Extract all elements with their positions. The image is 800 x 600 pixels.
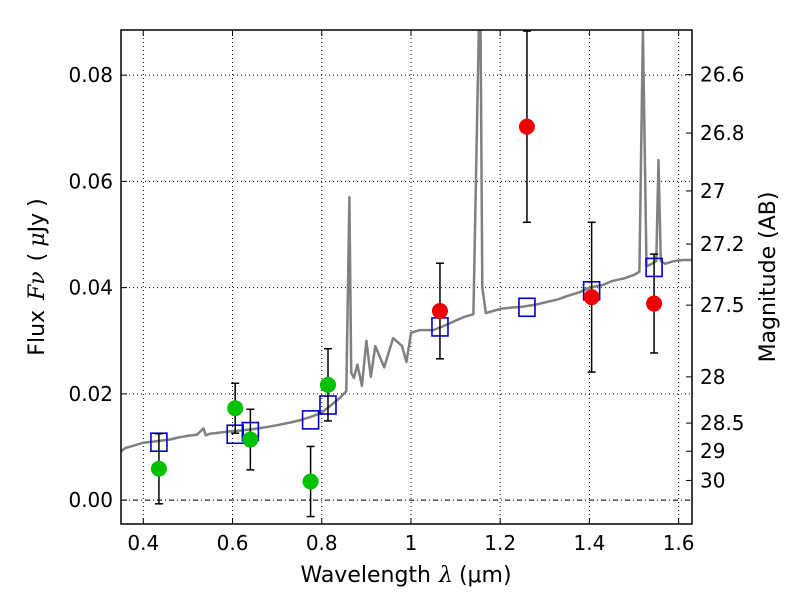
x-tick-label: 1.4 [573,531,605,555]
red-data-point [646,295,663,312]
red-data-point [518,118,535,135]
data-marks [150,30,663,518]
right-tick-label: 28.5 [700,411,745,435]
x-tick-label: 0.6 [217,531,249,555]
right-tick-label: 27.2 [700,232,745,256]
y-tick-label: 0.06 [68,169,113,193]
green-data-point [150,460,167,477]
x-tick-label: 1.6 [663,531,695,555]
plot-background [121,30,692,524]
x-tick-label: 0.4 [127,531,159,555]
green-data-point [227,400,244,417]
right-tick-label: 26.8 [700,121,745,145]
right-tick-label: 27.5 [700,293,745,317]
template-spectrum-line [121,30,692,453]
x-axis-label: Wavelength λ (μm) [300,563,511,588]
model-box-marker [518,297,536,318]
red-data-point [583,289,600,306]
y-axis-label: FluxFν(μJy) [25,198,50,355]
y-tick-label: 0.04 [68,276,113,300]
axis-ticks: 0.4 0.6 0.8 1 1.2 1.4 1.6 0.00 0.02 0.04 0.06 0.08 2… [68,30,745,555]
green-data-point [302,473,319,490]
right-tick-label: 30 [700,468,725,492]
model-box-marker [301,410,320,430]
green-data-point [242,431,259,448]
right-tick-label: 26.6 [700,63,745,87]
right-axis-label: Magnitude (AB) [756,192,781,363]
y-tick-label: 0.00 [68,488,113,512]
y-tick-label: 0.02 [68,382,113,406]
y-tick-label: 0.08 [68,63,113,87]
right-tick-label: 29 [700,439,725,463]
right-tick-label: 27 [700,179,725,203]
red-data-point [431,302,448,319]
x-tick-label: 0.8 [306,531,338,555]
plot-frame [120,29,693,525]
green-data-point [319,376,336,393]
plot-area [121,30,692,453]
x-tick-label: 1.2 [484,531,516,555]
right-tick-label: 28 [700,365,725,389]
x-tick-label: 1 [405,531,418,555]
